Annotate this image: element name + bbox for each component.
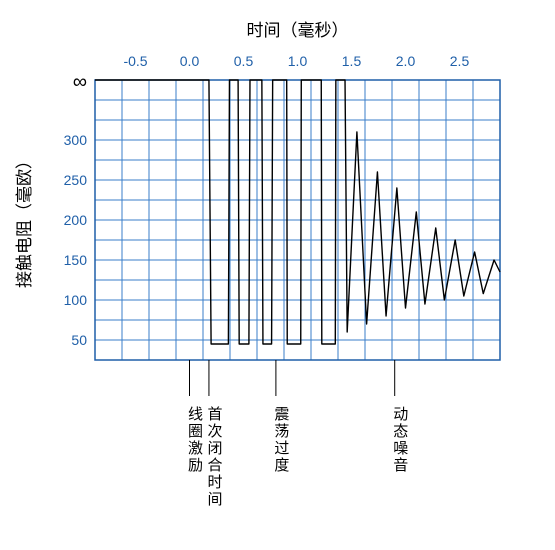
- x-tick-label: 0.5: [234, 53, 254, 69]
- x-tick-label: 0.0: [180, 53, 200, 69]
- chart-container: { "chart": { "type": "line", "title_top"…: [0, 0, 555, 550]
- y-tick-label: 300: [64, 132, 88, 148]
- y-tick-label: 50: [71, 332, 87, 348]
- y-tick-label: 200: [64, 212, 88, 228]
- x-tick-label: 1.0: [288, 53, 308, 69]
- annotation-label: 震荡过度: [272, 406, 289, 474]
- x-axis-title: 时间（毫秒）: [247, 21, 349, 40]
- annotation-label: 线圈激励: [186, 406, 203, 474]
- y-tick-label: 150: [64, 252, 88, 268]
- y-tick-label: 250: [64, 172, 88, 188]
- y-tick-label: 100: [64, 292, 88, 308]
- x-tick-label: 2.5: [450, 53, 470, 69]
- x-tick-label: 2.0: [396, 53, 416, 69]
- x-tick-label: -0.5: [123, 53, 147, 69]
- x-tick-label: 1.5: [342, 53, 362, 69]
- chart-svg: 时间（毫秒） -0.5 0.0 0.5 1.0 1.5 2.0 2.5 50 100 150 200 2…: [0, 0, 555, 550]
- annotation-label: 首次闭合时间: [205, 406, 222, 508]
- y-tick-inf: ∞: [73, 71, 87, 93]
- annotation-label: 动态噪音: [391, 406, 408, 474]
- y-axis-title: 接触电阻（毫欧）: [15, 152, 34, 288]
